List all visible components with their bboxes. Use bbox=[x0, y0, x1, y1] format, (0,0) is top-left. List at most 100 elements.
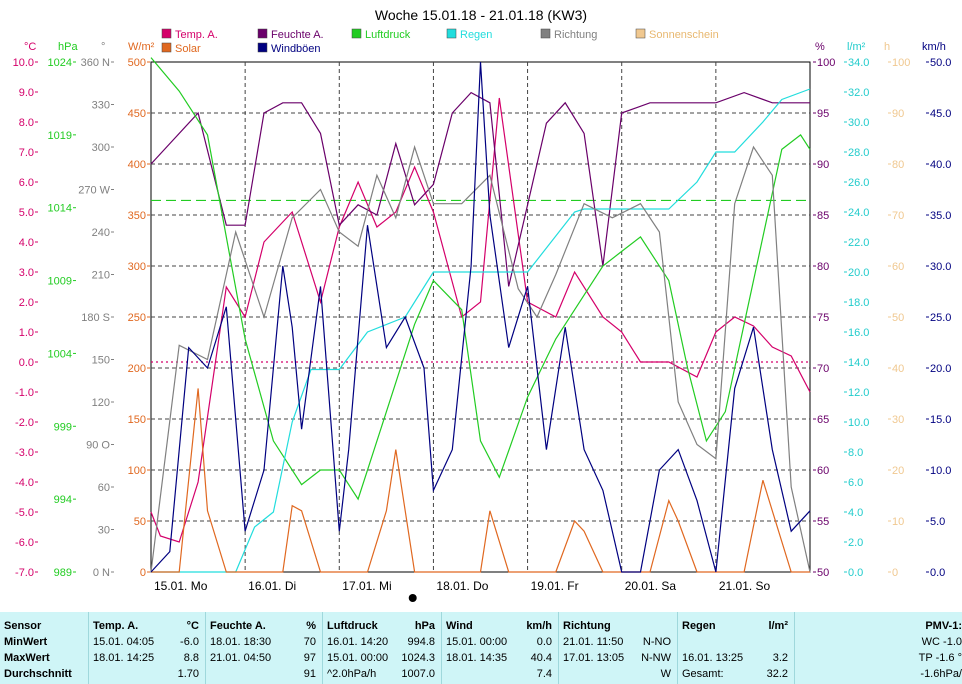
axis-tick-pressure: 1009 bbox=[48, 276, 72, 288]
axis-tick-solar: 300 bbox=[128, 261, 146, 273]
axis-tick-wind: 50.0 bbox=[930, 57, 951, 69]
axis-tick-rain: 10.0 bbox=[848, 417, 869, 429]
direction-header: Richtung bbox=[563, 620, 611, 632]
wind-unit: km/h bbox=[526, 620, 552, 632]
wind-avg: 7.4 bbox=[536, 668, 552, 680]
axis-tick-humidity: 100 bbox=[817, 57, 835, 69]
series-line bbox=[151, 388, 810, 573]
direction-max: N-NW bbox=[641, 652, 671, 664]
x-tick-label: 16.01. Di bbox=[248, 579, 296, 593]
axis-tick-temp: -3.0 bbox=[15, 447, 34, 459]
legend-swatch bbox=[161, 28, 172, 39]
axis-tick-direction: 90 O bbox=[86, 440, 110, 452]
humidity-column: Feuchte A.% 18.01. 18:30 70 21.01. 04:50 9… bbox=[206, 612, 323, 684]
axis-tick-solar: 500 bbox=[128, 57, 146, 69]
axis-tick-temp: 8.0 bbox=[19, 117, 34, 129]
rain-header: Regen bbox=[682, 620, 716, 632]
direction-column: Richtung 21.01. 11:50 N-NO 17.01. 13:05 N-… bbox=[559, 612, 678, 684]
pressure-min: 994.8 bbox=[407, 636, 435, 648]
axis-tick-humidity: 95 bbox=[817, 108, 829, 120]
axis-tick-temp: 1.0 bbox=[19, 327, 34, 339]
axis-tick-pressure: 1019 bbox=[48, 130, 72, 142]
axis-tick-temp: -4.0 bbox=[15, 477, 34, 489]
direction-max-time: 17.01. 13:05 bbox=[563, 652, 625, 664]
humidity-max: 97 bbox=[303, 652, 316, 664]
rain-total: 32.2 bbox=[766, 668, 788, 680]
axis-tick-rain: 8.0 bbox=[848, 447, 863, 459]
axis-tick-wind: 45.0 bbox=[930, 108, 951, 120]
legend-label: Richtung bbox=[554, 29, 597, 41]
pressure-column: Luftdruck hPa 16.01. 14:20 994.8 15.01. 00… bbox=[323, 612, 442, 684]
axis-tick-temp: 10.0 bbox=[13, 57, 34, 69]
axis-tick-solar: 0 bbox=[140, 567, 146, 579]
axis-tick-rain: 12.0 bbox=[848, 387, 869, 399]
axis-tick-direction: 180 S bbox=[81, 312, 110, 324]
legend-label: Regen bbox=[460, 29, 492, 41]
axis-tick-rain: 24.0 bbox=[848, 207, 869, 219]
axis-tick-sunshine: 30 bbox=[892, 414, 904, 426]
legend-swatch bbox=[635, 28, 646, 39]
axis-tick-humidity: 75 bbox=[817, 312, 829, 324]
legend-label: Luftdruck bbox=[365, 29, 411, 41]
axis-tick-sunshine: 60 bbox=[892, 261, 904, 273]
axis-tick-solar: 100 bbox=[128, 465, 146, 477]
weather-chart: Woche 15.01.18 - 21.01.18 (KW3) Temp. A. F… bbox=[13, 7, 951, 602]
pressure-max-time: 15.01. 00:00 bbox=[327, 652, 389, 664]
series-line bbox=[150, 91, 810, 287]
x-tick-label: 17.01. Mi bbox=[342, 579, 391, 593]
axis-tick-temp: -2.0 bbox=[15, 417, 34, 429]
axis-tick-pressure: 994 bbox=[54, 494, 72, 506]
axis-tick-solar: 150 bbox=[128, 414, 146, 426]
axis-tick-rain: 16.0 bbox=[848, 327, 869, 339]
axis-tick-solar: 400 bbox=[128, 159, 146, 171]
axis-tick-solar: 250 bbox=[128, 312, 146, 324]
axis-tick-humidity: 60 bbox=[817, 465, 829, 477]
axis-tick-solar: 200 bbox=[128, 363, 146, 375]
temp-unit: °C bbox=[186, 620, 199, 632]
x-tick-label: 15.01. Mo bbox=[154, 579, 208, 593]
axis-tick-sunshine: 80 bbox=[892, 159, 904, 171]
pressure-unit: hPa bbox=[414, 620, 435, 632]
axis-tick-temp: 7.0 bbox=[19, 147, 34, 159]
axis-tick-humidity: 50 bbox=[817, 567, 829, 579]
temp-avg: 1.70 bbox=[177, 668, 199, 680]
humidity-avg: 91 bbox=[303, 668, 316, 680]
rain-max-time: 16.01. 13:25 bbox=[682, 652, 744, 664]
legend-swatch bbox=[446, 28, 457, 39]
axis-tick-sunshine: 100 bbox=[892, 57, 910, 69]
pmv-header: PMV-1: bbox=[925, 620, 962, 632]
pressure-trend: ^2.0hPa/h bbox=[327, 668, 377, 680]
chart-title: Woche 15.01.18 - 21.01.18 (KW3) bbox=[375, 7, 587, 23]
direction-min: N-NO bbox=[642, 636, 671, 648]
rain-total-label: Gesamt: bbox=[682, 668, 724, 680]
axis-tick-pressure: 989 bbox=[54, 567, 72, 579]
axis-tick-rain: 18.0 bbox=[848, 297, 869, 309]
axis-tick-temp: 3.0 bbox=[19, 267, 34, 279]
sensor-header: Sensor bbox=[4, 620, 42, 632]
legend-label: Sonnenschein bbox=[649, 29, 719, 41]
axis-unit-sunshine: h bbox=[884, 41, 890, 53]
x-tick-label: 20.01. Sa bbox=[625, 579, 677, 593]
x-tick-label: 21.01. So bbox=[719, 579, 771, 593]
axis-tick-sunshine: 0 bbox=[892, 567, 898, 579]
axis-tick-sunshine: 50 bbox=[892, 312, 904, 324]
axis-tick-sunshine: 20 bbox=[892, 465, 904, 477]
wind-header: Wind bbox=[446, 620, 473, 632]
axis-tick-solar: 450 bbox=[128, 108, 146, 120]
axis-tick-humidity: 80 bbox=[817, 261, 829, 273]
legend-label: Windböen bbox=[271, 43, 321, 55]
legend-label: Temp. A. bbox=[175, 29, 218, 41]
axis-tick-humidity: 70 bbox=[817, 363, 829, 375]
axis-tick-rain: 30.0 bbox=[848, 117, 869, 129]
axis-tick-pressure: 1004 bbox=[48, 348, 72, 360]
axis-tick-direction: 300 bbox=[92, 142, 110, 154]
rain-column: Regen l/m² 16.01. 13:25 3.2 Gesamt: 32.2 bbox=[678, 612, 795, 684]
temp-max: 8.8 bbox=[183, 652, 199, 664]
axis-tick-temp: -5.0 bbox=[15, 507, 34, 519]
axis-unit-solar: W/m² bbox=[128, 41, 155, 53]
axis-tick-direction: 60 bbox=[98, 482, 110, 494]
axis-tick-humidity: 85 bbox=[817, 210, 829, 222]
axis-tick-solar: 50 bbox=[134, 516, 146, 528]
pmv-trend: -1.6hPa/ bbox=[920, 668, 962, 680]
axis-tick-humidity: 90 bbox=[817, 159, 829, 171]
